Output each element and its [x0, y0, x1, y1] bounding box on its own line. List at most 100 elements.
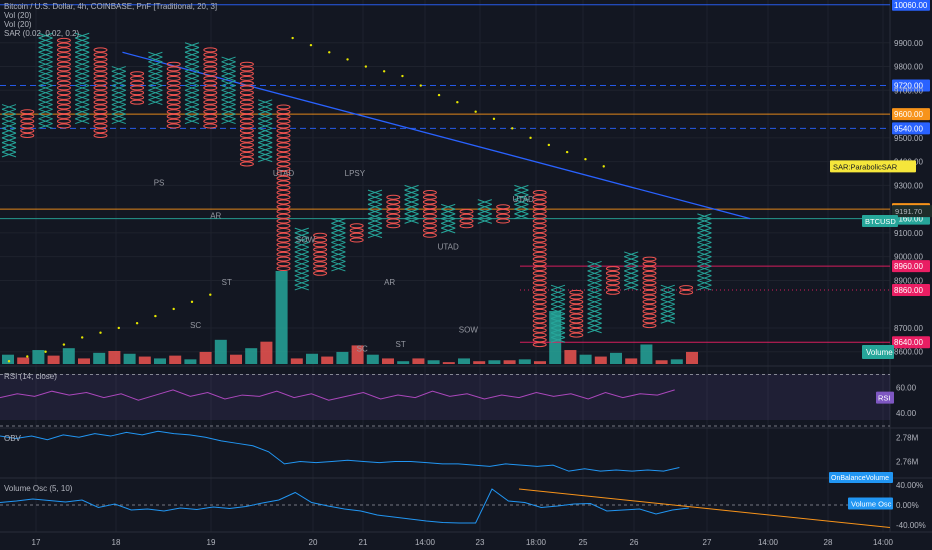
wyckoff-annotation: AR [210, 212, 221, 221]
pnf-x-box [550, 308, 566, 315]
pnf-o-box [56, 99, 71, 105]
price-label-tag [862, 215, 898, 228]
pnf-o-box [679, 289, 694, 295]
volume-bar-down [503, 360, 516, 364]
pnf-x-box [75, 47, 90, 53]
volume-bar-down [412, 358, 425, 364]
price-level-tag [892, 0, 930, 11]
chart-legend: Bitcoin / U.S. Dollar, 4h, COINBASE, PnF… [4, 2, 217, 38]
pnf-x-box [221, 94, 236, 101]
pnf-o-box [239, 152, 254, 157]
pnf-x-box [1, 118, 17, 125]
pnf-x-box [258, 108, 273, 115]
price-level-tag [892, 122, 930, 135]
pnf-x-box [477, 199, 492, 205]
pnf-o-box [276, 161, 291, 167]
pnf-o-box [386, 199, 401, 205]
pnf-o-box [349, 223, 364, 229]
sar-dot [81, 336, 84, 339]
pnf-o-box [93, 66, 108, 72]
pnf-o-box [605, 266, 620, 272]
pnf-x-box [1, 127, 17, 134]
pnf-x-box [514, 203, 529, 210]
pnf-o-box [276, 113, 291, 119]
pnf-x-box [660, 294, 675, 300]
pnf-o-box [679, 285, 694, 291]
pnf-x-box [550, 317, 566, 324]
pnf-x-box [111, 104, 126, 110]
price-axis-tick: 8600.00 [894, 348, 923, 357]
volume-bar-down [47, 355, 60, 364]
pnf-o-box [239, 61, 254, 67]
pnf-o-box [276, 147, 291, 153]
pnf-x-box [38, 118, 53, 125]
pnf-x-box [75, 51, 90, 58]
volume-bar-up [306, 353, 318, 364]
pnf-x-box [660, 303, 675, 310]
pnf-o-box [642, 304, 657, 310]
time-axis-tick: 14:00 [415, 538, 436, 547]
pnf-x-box [148, 94, 163, 101]
pnf-x-box [331, 260, 346, 267]
pnf-x-box [184, 108, 200, 115]
pnf-x-box [367, 194, 383, 201]
pnf-o-box [276, 232, 291, 238]
pnf-o-box [276, 132, 291, 138]
legend-sar: SAR (0.02, 0.02, 0.2) [4, 29, 80, 38]
pnf-o-box [532, 232, 547, 238]
pnf-o-box [422, 223, 437, 229]
pnf-o-box [569, 289, 584, 295]
pnf-x-box [441, 218, 456, 224]
pnf-x-box [587, 298, 602, 305]
pnf-x-box [477, 208, 492, 215]
pnf-o-box [386, 209, 401, 214]
pnf-o-box [459, 218, 474, 224]
pnf-o-box [166, 109, 181, 115]
pnf-x-box [587, 265, 602, 272]
pnf-x-box [587, 327, 602, 334]
pnf-o-box [203, 94, 218, 100]
pnf-x-box [697, 270, 712, 277]
volume-bar-up [640, 344, 653, 364]
pnf-x-box [75, 94, 90, 101]
pnf-x-box [38, 85, 53, 91]
pnf-o-box [532, 261, 547, 267]
sar-dot [511, 127, 514, 130]
volume-bar-down [382, 358, 394, 364]
obv-axis-tick: 2.76M [896, 457, 919, 466]
pnf-o-box [56, 113, 71, 119]
pnf-o-box [56, 104, 71, 110]
pnf-o-box [56, 90, 71, 96]
volume-bar-up [397, 361, 410, 364]
pnf-o-box [93, 52, 108, 58]
sar-dot [437, 93, 441, 97]
price-label-tag [830, 160, 916, 173]
pnf-x-box [184, 47, 200, 53]
pnf-o-box [20, 113, 35, 119]
pnf-o-box [313, 242, 328, 248]
wyckoff-annotation: UTAD [438, 243, 459, 252]
pnf-o-box [276, 137, 291, 143]
legend-volume-1: Vol (20) [4, 11, 32, 20]
pnf-x-box [38, 99, 53, 106]
pnf-x-box [1, 108, 17, 115]
pnf-o-box [166, 66, 181, 72]
pnf-x-box [697, 218, 712, 224]
pnf-o-box [56, 47, 71, 53]
obv-line [0, 430, 680, 472]
pnf-o-box [56, 85, 71, 91]
pnf-o-box [93, 132, 108, 138]
pnf-x-box [331, 265, 346, 272]
pnf-o-box [569, 294, 584, 300]
pnf-o-box [239, 66, 254, 72]
pnf-x-box [38, 94, 53, 101]
pnf-o-box [532, 218, 547, 224]
pnf-x-box [624, 265, 639, 272]
price-label-text: 9191.70 [895, 207, 922, 216]
time-axis-tick: 23 [476, 538, 485, 547]
pnf-o-box [166, 118, 181, 124]
pnf-x-box [367, 222, 383, 229]
pnf-x-box [38, 37, 53, 44]
pnf-x-box [660, 284, 675, 291]
